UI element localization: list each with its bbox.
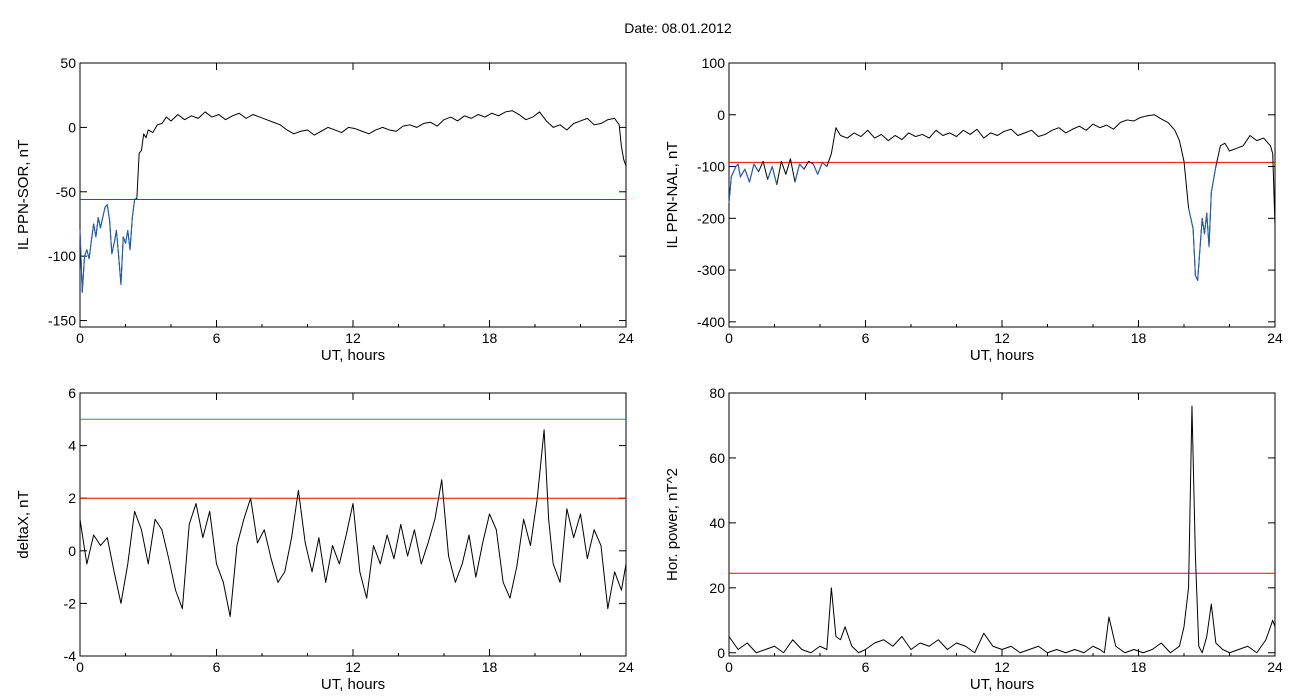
plot-frame: [728, 62, 1276, 328]
panel-hor-power: 0 6 12 18 24 0 20 40 60 80 UT, hours Hor. power, nT…: [664, 385, 1283, 693]
y-tick-label: 50: [60, 55, 76, 71]
x-tick-label: 12: [994, 330, 1010, 346]
x-axis-label: UT, hours: [970, 676, 1034, 693]
y-tick-label: 60: [709, 450, 725, 466]
y-tick-label: 0: [717, 107, 725, 123]
x-tick-label: 12: [345, 659, 361, 675]
y-axis-label: IL PPN-NAL, nT: [664, 142, 681, 249]
x-tick-label: 6: [862, 330, 870, 346]
x-tick-label: 24: [1267, 330, 1283, 346]
figure-title: Date: 08.01.2012: [624, 20, 732, 36]
y-tick-label: 40: [709, 515, 725, 531]
y-tick-label: -300: [697, 262, 725, 278]
series-line: [728, 114, 1276, 281]
y-tick-label: 0: [68, 119, 76, 135]
x-tick-label: 0: [76, 330, 84, 346]
x-tick-label: 6: [213, 330, 221, 346]
x-tick-label: 18: [1131, 659, 1147, 675]
x-tick-label: 0: [725, 659, 733, 675]
series-line: [728, 405, 1276, 654]
y-tick-label: -200: [697, 210, 725, 226]
y-tick-label: -150: [48, 313, 76, 329]
panel-ppn-nal: 0 6 12 18 24 -400 -300 -200 -100 0 100 UT, hours IL …: [664, 55, 1283, 364]
series-highlight: [767, 166, 778, 185]
plot-frame: [728, 392, 1276, 657]
x-tick-label: 18: [482, 659, 498, 675]
y-tick-label: 20: [709, 580, 725, 596]
panel-ppn-sor: 0 6 12 18 24 -150 -100 -50 0 50 UT, hours IL PPN-SO…: [15, 55, 634, 364]
x-tick-label: 6: [862, 659, 870, 675]
y-axis-label: Hor. power, nT^2: [664, 468, 681, 581]
series-highlight: [79, 199, 136, 293]
x-tick-label: 12: [994, 659, 1010, 675]
y-tick-label: -50: [56, 184, 76, 200]
x-tick-label: 12: [345, 330, 361, 346]
y-tick-label: -2: [64, 595, 77, 611]
y-tick-label: 6: [68, 385, 76, 401]
y-tick-label: 100: [702, 55, 726, 71]
y-tick-label: -100: [48, 248, 76, 264]
series-highlight: [812, 161, 828, 175]
y-tick-label: -400: [697, 314, 725, 330]
x-axis-label: UT, hours: [970, 347, 1034, 364]
series-line: [79, 429, 627, 618]
x-axis-label: UT, hours: [321, 676, 385, 693]
series-highlight: [1188, 166, 1217, 281]
x-tick-label: 24: [618, 659, 634, 675]
series-highlight: [728, 163, 760, 203]
x-tick-label: 6: [213, 659, 221, 675]
series-line: [79, 110, 627, 293]
x-tick-label: 24: [1267, 659, 1283, 675]
plot-frame: [79, 62, 627, 328]
y-tick-label: 80: [709, 385, 725, 401]
y-tick-label: -4: [64, 648, 77, 664]
y-tick-label: -100: [697, 159, 725, 175]
x-axis-label: UT, hours: [321, 347, 385, 364]
x-tick-label: 0: [725, 330, 733, 346]
x-tick-label: 18: [482, 330, 498, 346]
y-tick-label: 4: [68, 438, 76, 454]
y-axis-label: deltaX, nT: [15, 490, 32, 558]
series-highlight: [794, 163, 805, 183]
y-tick-label: 0: [68, 543, 76, 559]
x-tick-label: 18: [1131, 330, 1147, 346]
y-axis-label: IL PPN-SOR, nT: [15, 140, 32, 250]
x-tick-label: 24: [618, 330, 634, 346]
x-tick-label: 0: [76, 659, 84, 675]
y-tick-label: 0: [717, 645, 725, 661]
y-tick-label: 2: [68, 490, 76, 506]
